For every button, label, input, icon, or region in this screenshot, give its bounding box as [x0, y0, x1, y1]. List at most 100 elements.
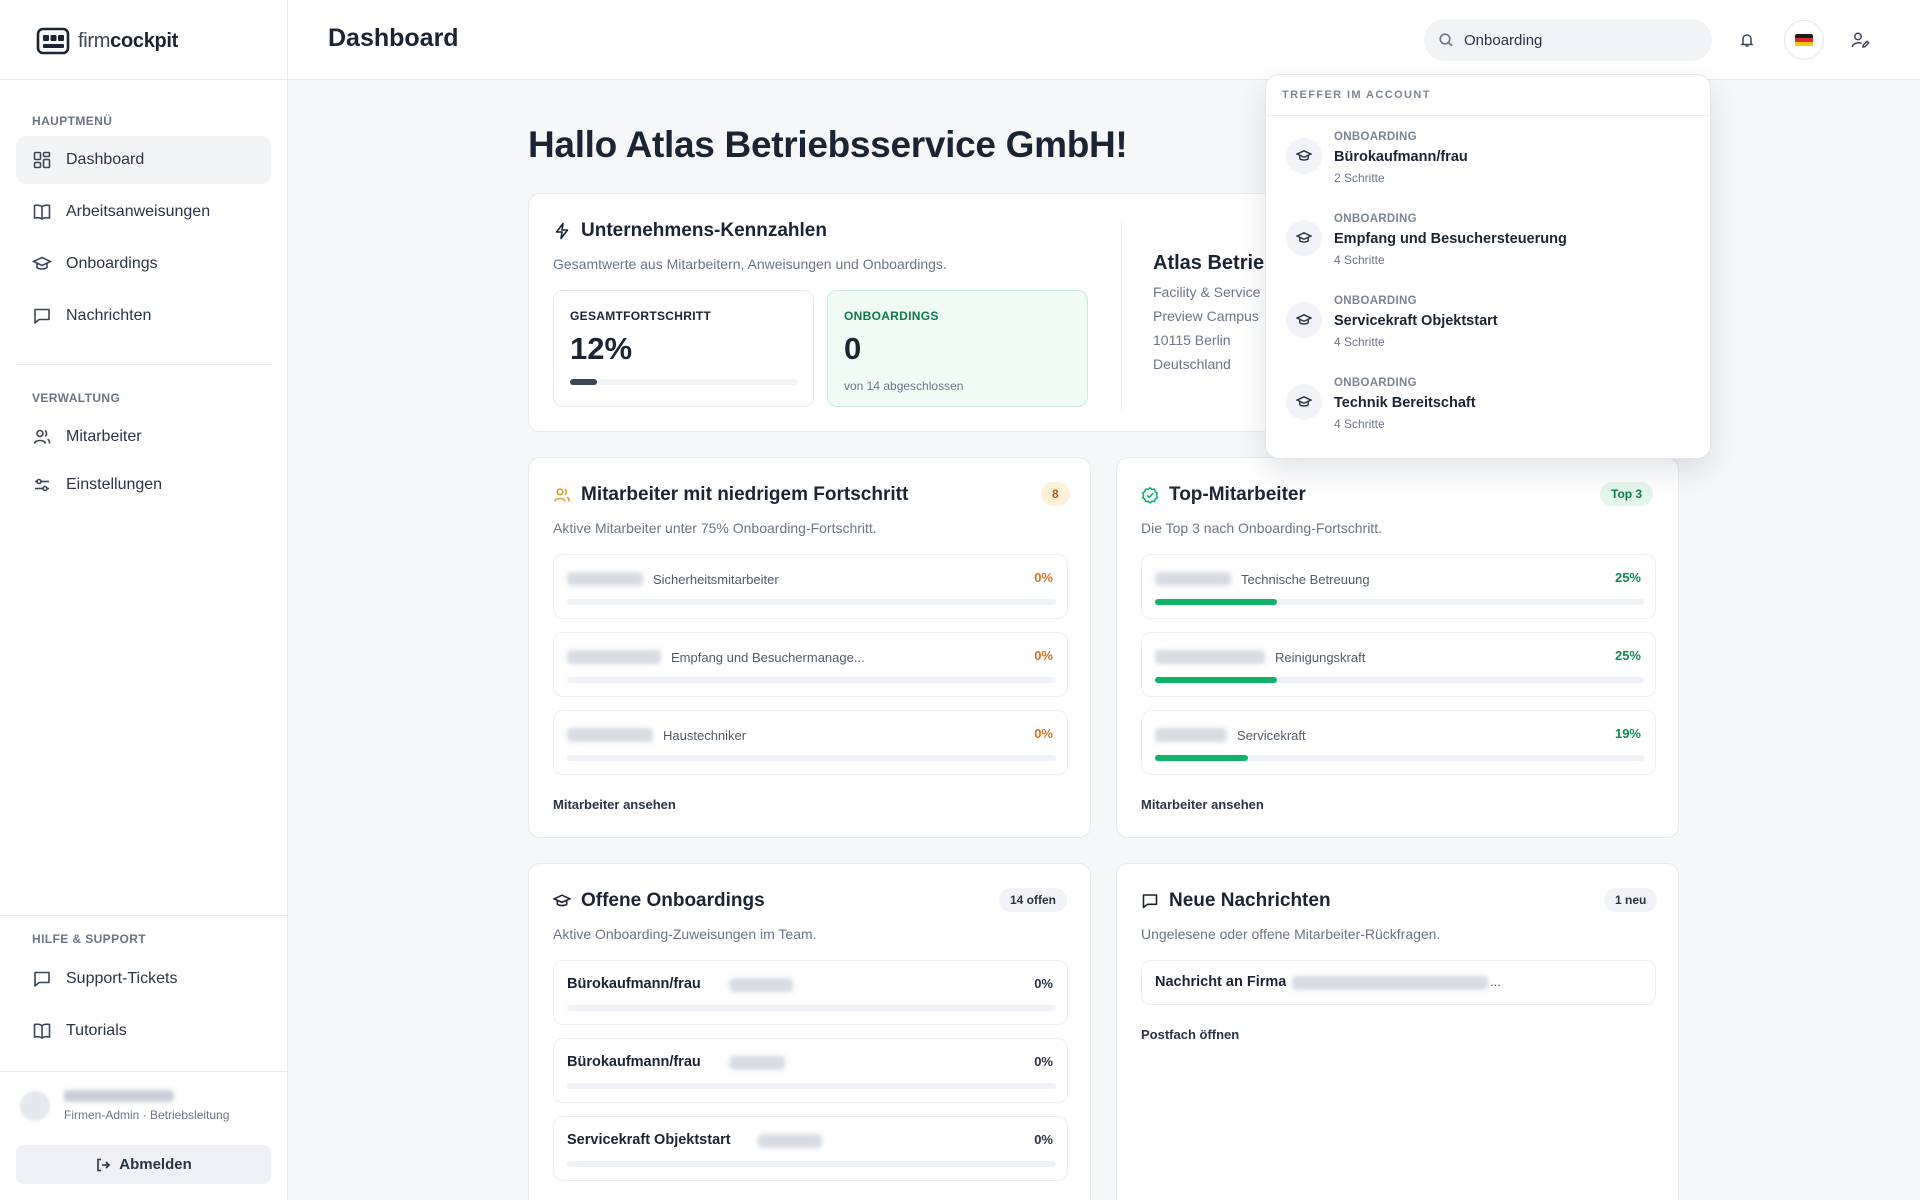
- progress-bar: [567, 1161, 1056, 1167]
- list-item[interactable]: Technische Betreuung 25%: [1141, 554, 1656, 619]
- progress-bar: [1155, 755, 1644, 761]
- card-title: Offene Onboardings: [553, 890, 765, 912]
- search-result-item[interactable]: ONBOARDING Bürokaufmann/frau 2 Schritte: [1266, 119, 1710, 199]
- progress-bar: [567, 599, 1056, 605]
- sidebar-divider: [16, 364, 271, 365]
- language-switcher[interactable]: [1784, 20, 1824, 60]
- employee-name-redacted: [567, 572, 643, 586]
- card-title: Mitarbeiter mit niedrigem Fortschritt: [553, 484, 908, 506]
- view-employees-link[interactable]: Mitarbeiter ansehen: [1141, 797, 1264, 812]
- messages-card: Neue Nachrichten 1 neu Ungelesene oder o…: [1116, 863, 1679, 1200]
- sidebar-item-label: Tutorials: [66, 1022, 127, 1039]
- result-name: Empfang und Besuchersteuerung: [1334, 231, 1567, 247]
- german-flag-icon: [1795, 33, 1813, 47]
- book-icon: [33, 204, 51, 220]
- progress-percent: 19%: [1614, 726, 1641, 741]
- bell-icon: [1740, 34, 1754, 47]
- kpi-onboardings: ONBOARDINGS 0 von 14 abgeschlossen: [827, 290, 1088, 407]
- sidebar-item-onboardings[interactable]: Onboardings: [16, 240, 271, 288]
- badge-check-icon: [1141, 487, 1159, 504]
- progress-bar-fill: [570, 379, 598, 385]
- sidebar-item-einstellungen[interactable]: Einstellungen: [16, 461, 271, 509]
- list-item[interactable]: Sicherheitsmitarbeiter 0%: [553, 554, 1068, 619]
- section-heading-help: HILFE & SUPPORT: [32, 932, 147, 946]
- result-kind: ONBOARDING: [1334, 377, 1417, 389]
- list-item[interactable]: Bürokaufmann/frau 0%: [553, 960, 1068, 1025]
- kpi-label: ONBOARDINGS: [844, 309, 939, 323]
- employee-role: Servicekraft: [1237, 728, 1306, 743]
- list-item[interactable]: Empfang und Besuchermanage... 0%: [553, 632, 1068, 697]
- card-title: Neue Nachrichten: [1141, 890, 1331, 912]
- sidebar-divider: [0, 79, 288, 80]
- logo[interactable]: firmcockpit: [36, 24, 178, 58]
- account-button[interactable]: [1844, 24, 1876, 56]
- message-icon: [34, 308, 50, 324]
- notifications-button[interactable]: [1731, 24, 1763, 56]
- list-item[interactable]: Reinigungskraft 25%: [1141, 632, 1656, 697]
- progress-percent: 25%: [1614, 570, 1641, 585]
- dropdown-header: TREFFER IM ACCOUNT: [1266, 75, 1710, 116]
- sidebar-item-tutorials[interactable]: Tutorials: [16, 1007, 271, 1055]
- assignee-redacted: [729, 1056, 785, 1070]
- company-line: Facility & Service: [1153, 284, 1261, 300]
- user-edit-icon: [1851, 32, 1870, 48]
- graduation-cap-icon: [1286, 220, 1322, 256]
- list-item[interactable]: Haustechniker 0%: [553, 710, 1068, 775]
- progress-percent: 0%: [1034, 648, 1053, 663]
- message-title: Nachricht an Firma: [1155, 974, 1287, 990]
- search-icon: [1439, 33, 1453, 47]
- sidebar-item-support-tickets[interactable]: Support-Tickets: [16, 955, 271, 1003]
- progress-bar: [1155, 677, 1644, 683]
- employee-name-redacted: [1155, 728, 1227, 742]
- greeting-heading: Hallo Atlas Betriebsservice GmbH!: [528, 124, 1128, 165]
- list-item[interactable]: Bürokaufmann/frau 0%: [553, 1038, 1068, 1103]
- message-item[interactable]: Nachricht an Firma ...: [1141, 960, 1656, 1005]
- sidebar-item-mitarbeiter[interactable]: Mitarbeiter: [16, 413, 271, 461]
- progress-percent: 0%: [1034, 976, 1053, 991]
- graduation-cap-icon: [1286, 138, 1322, 174]
- sidebar-item-label: Mitarbeiter: [66, 428, 142, 445]
- top-badge: Top 3: [1600, 482, 1654, 506]
- user-name-redacted: [64, 1090, 174, 1102]
- progress-percent: 0%: [1034, 1054, 1053, 1069]
- progress-bar: [567, 677, 1056, 683]
- list-item[interactable]: Servicekraft 19%: [1141, 710, 1656, 775]
- logo-icon: [36, 27, 70, 55]
- sidebar-divider: [0, 1071, 288, 1072]
- search-result-item[interactable]: ONBOARDING Empfang und Besuchersteuerung…: [1266, 201, 1710, 281]
- lightning-icon: [555, 222, 569, 240]
- progress-bar-fill: [1155, 599, 1278, 605]
- sidebar-item-dashboard[interactable]: Dashboard: [16, 136, 271, 184]
- card-subtitle: Gesamtwerte aus Mitarbeitern, Anweisunge…: [553, 256, 947, 272]
- open-onboardings-card: Offene Onboardings 14 offen Aktive Onboa…: [528, 863, 1091, 1200]
- onboarding-title: Bürokaufmann/frau: [567, 976, 701, 992]
- section-heading-main: HAUPTMENÜ: [32, 114, 113, 128]
- avatar: [20, 1091, 50, 1121]
- progress-bar-fill: [1155, 677, 1278, 683]
- search-box[interactable]: [1424, 19, 1712, 61]
- sidebar-item-arbeitsanweisungen[interactable]: Arbeitsanweisungen: [16, 188, 271, 236]
- logout-button[interactable]: Abmelden: [16, 1145, 271, 1184]
- graduation-cap-icon: [1286, 384, 1322, 420]
- view-employees-link[interactable]: Mitarbeiter ansehen: [553, 797, 676, 812]
- search-result-item[interactable]: ONBOARDING Technik Bereitschaft 4 Schrit…: [1266, 365, 1710, 445]
- sidebar-item-nachrichten[interactable]: Nachrichten: [16, 292, 271, 340]
- card-subtitle: Aktive Onboarding-Zuweisungen im Team.: [553, 926, 817, 942]
- open-inbox-link[interactable]: Postfach öffnen: [1141, 1027, 1240, 1042]
- search-input[interactable]: [1464, 31, 1684, 49]
- card-subtitle: Die Top 3 nach Onboarding-Fortschritt.: [1141, 520, 1382, 536]
- kpi-total-progress: GESAMTFORTSCHRITT 12%: [553, 290, 814, 407]
- user-profile[interactable]: Firmen-Admin · Betriebsleitung: [20, 1090, 229, 1122]
- result-steps: 4 Schritte: [1334, 417, 1385, 431]
- search-result-item[interactable]: ONBOARDING Servicekraft Objektstart 4 Sc…: [1266, 283, 1710, 363]
- sidebar-divider: [0, 915, 288, 916]
- assignee-redacted: [758, 1134, 822, 1148]
- low-progress-card: Mitarbeiter mit niedrigem Fortschritt 8 …: [528, 457, 1091, 838]
- result-steps: 4 Schritte: [1334, 335, 1385, 349]
- progress-percent: 0%: [1034, 726, 1053, 741]
- employee-name-redacted: [567, 728, 653, 742]
- logout-icon: [97, 1158, 111, 1171]
- list-item[interactable]: Servicekraft Objektstart 0%: [553, 1116, 1068, 1181]
- top-employees-card: Top-Mitarbeiter Top 3 Die Top 3 nach Onb…: [1116, 457, 1679, 838]
- logout-label: Abmelden: [119, 1156, 192, 1173]
